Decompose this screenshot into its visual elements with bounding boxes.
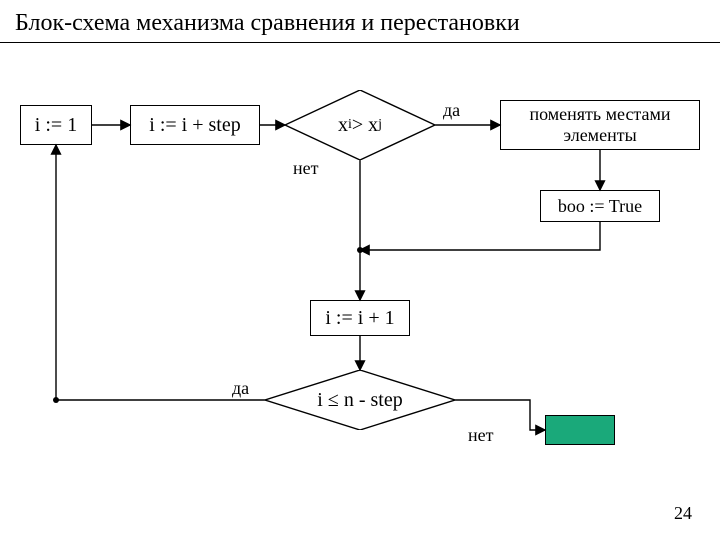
node-setbool-label: boo := True	[558, 196, 642, 217]
node-inc-label: i := i + 1	[325, 307, 394, 330]
node-compare: xi > xj	[285, 90, 435, 160]
edge-label-cond2-no: нет	[468, 425, 494, 446]
node-step-label: i := i + step	[149, 114, 240, 137]
node-swap: поменять местами элементы	[500, 100, 700, 150]
edge-label-cmp-no: нет	[293, 158, 319, 179]
node-terminal	[545, 415, 615, 445]
node-init: i := 1	[20, 105, 92, 145]
node-init-label: i := 1	[35, 114, 77, 137]
node-swap-label: поменять местами элементы	[501, 104, 699, 146]
node-loop-condition: i ≤ n - step	[265, 370, 455, 430]
node-inc: i := i + 1	[310, 300, 410, 336]
edge-label-cond2-yes: да	[232, 378, 249, 399]
title-divider	[0, 42, 720, 43]
node-setbool: boo := True	[540, 190, 660, 222]
node-step: i := i + step	[130, 105, 260, 145]
edge-label-cmp-yes: да	[443, 100, 460, 121]
page-number: 24	[674, 503, 692, 524]
edges-layer	[0, 0, 720, 540]
page-title: Блок-схема механизма сравнения и переста…	[15, 10, 520, 37]
